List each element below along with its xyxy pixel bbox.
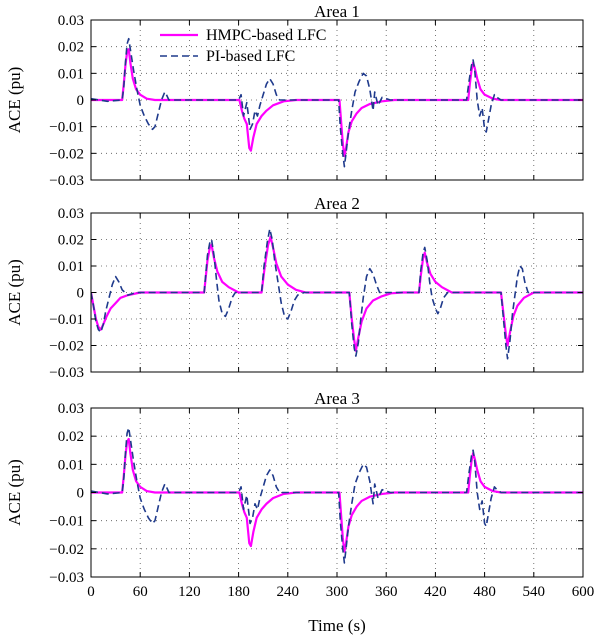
y-axis-label: ACE (pu) <box>5 259 24 326</box>
y-tick-label: −0.02 <box>49 146 84 162</box>
y-tick-label: 0.02 <box>58 429 84 445</box>
y-tick-label: 0.01 <box>58 66 84 82</box>
x-tick-label: 600 <box>572 584 595 600</box>
y-axis-label: ACE (pu) <box>5 67 24 134</box>
y-tick-label: 0.03 <box>58 206 84 222</box>
y-axis-label: ACE (pu) <box>5 459 24 526</box>
y-tick-label: −0.03 <box>49 570 84 586</box>
x-tick-label: 60 <box>133 584 148 600</box>
y-tick-label: 0.01 <box>58 259 84 275</box>
series-line-hmpc <box>91 437 583 553</box>
x-tick-label: 420 <box>424 584 447 600</box>
panel-title: Area 1 <box>314 2 360 21</box>
y-tick-label: 0.03 <box>58 401 84 417</box>
series-line-pi <box>91 426 583 564</box>
y-tick-label: 0.03 <box>58 13 84 29</box>
legend: HMPC-based LFC PI-based LFC <box>160 27 326 65</box>
x-tick-label: 360 <box>375 584 398 600</box>
panel-title: Area 2 <box>314 194 360 213</box>
y-tick-label: 0.01 <box>58 457 84 473</box>
x-tick-label: 0 <box>87 584 95 600</box>
y-tick-label: 0 <box>77 286 85 302</box>
x-tick-label: 120 <box>178 584 201 600</box>
panel-title: Area 3 <box>314 389 360 408</box>
panel-area-1: −0.03 −0.02 −0.01 0 0.01 0.02 0.03 Area 1 ACE (p… <box>5 2 584 189</box>
x-tick-label: 480 <box>473 584 496 600</box>
y-tick-label: −0.03 <box>49 173 84 189</box>
y-tick-label: −0.02 <box>49 542 84 558</box>
y-tick-label: −0.01 <box>49 120 84 136</box>
panel-area-3: 0 60 120 180 240 300 360 420 480 540 600 −0.03 −0.02… <box>5 389 594 635</box>
y-tick-label: 0.02 <box>58 233 84 249</box>
legend-label: PI-based LFC <box>206 48 295 65</box>
panel-area-2: −0.03 −0.02 −0.01 0 0.01 0.02 0.03 Area 2 ACE (p… <box>5 194 584 381</box>
y-tick-label: −0.02 <box>49 339 84 355</box>
x-tick-label: 300 <box>326 584 349 600</box>
y-tick-label: −0.01 <box>49 514 84 530</box>
x-axis-label: Time (s) <box>308 616 365 635</box>
series-line-pi <box>91 228 583 360</box>
y-tick-label: 0 <box>77 486 85 502</box>
x-tick-label: 180 <box>227 584 250 600</box>
x-tick-label: 540 <box>523 584 546 600</box>
y-tick-label: −0.01 <box>49 312 84 328</box>
x-tick-label: 240 <box>277 584 300 600</box>
legend-label: HMPC-based LFC <box>206 27 326 44</box>
y-tick-label: 0 <box>77 93 85 109</box>
series-line-pi <box>91 37 583 168</box>
y-tick-label: 0.02 <box>58 40 84 56</box>
y-tick-label: −0.03 <box>49 365 84 381</box>
